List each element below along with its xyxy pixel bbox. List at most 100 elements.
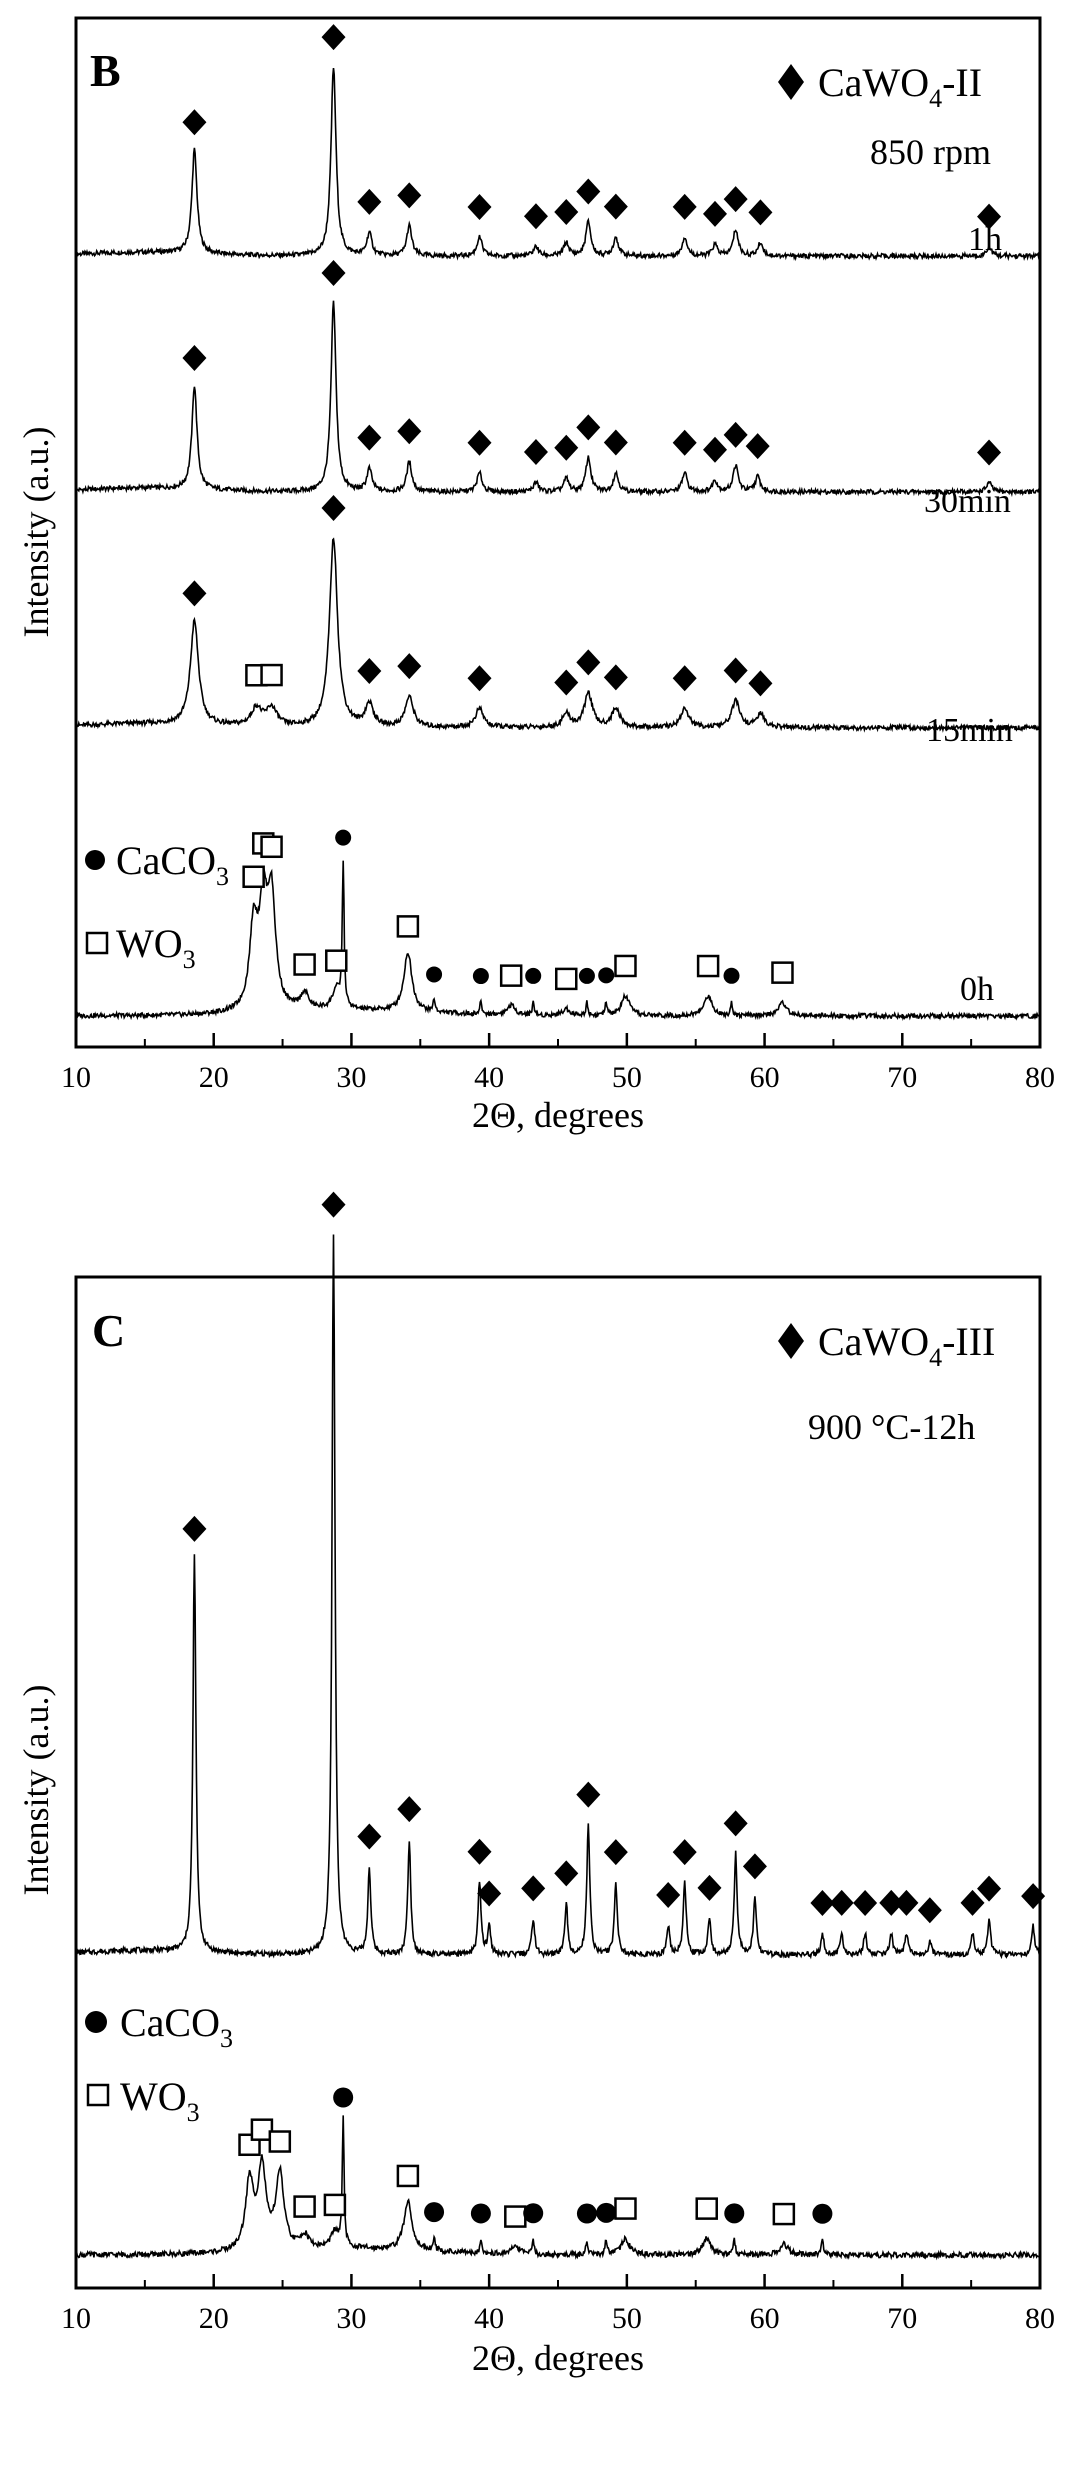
caco3-circle-marker (426, 966, 443, 983)
wo3-square-marker (396, 2164, 420, 2188)
x-tick-label: 60 (750, 1061, 780, 1094)
cawo4-diamond-marker (357, 424, 382, 451)
panel-letter: B (90, 45, 121, 96)
wo3-square-marker (499, 964, 523, 987)
cawo4-diamond-marker (357, 188, 382, 215)
wo3-square-marker (293, 2195, 316, 2218)
wo3-square-marker (396, 915, 420, 938)
tick-layer: 10 20 30 40 50 60 70 80 (61, 2274, 1055, 2335)
wo3-square-marker (771, 961, 794, 984)
cawo4-diamond-marker (672, 193, 697, 220)
cawo4-diamond-marker (697, 1874, 722, 1901)
x-tick-label: 50 (612, 1061, 642, 1094)
caco3-circle-marker (525, 967, 542, 984)
trace-label-15min: 15min (926, 712, 1013, 749)
legend-caco3-label: CaCO3 (116, 838, 229, 891)
wo3-square-marker (250, 2118, 274, 2141)
cawo4-diamond-marker (554, 434, 579, 461)
xrd-trace-CaWO4-III (75, 1234, 1041, 1960)
xrd-trace-0h (75, 2115, 1041, 2261)
wo3-square-marker (260, 835, 283, 859)
x-tick-label: 10 (61, 2302, 91, 2335)
cawo4-diamond-marker (576, 178, 601, 205)
cawo4-diamond-marker (748, 199, 773, 226)
legend-wo3-label: WO3 (120, 2074, 200, 2127)
cawo4-diamond-marker (894, 1889, 919, 1916)
cawo4-diamond-marker (672, 665, 697, 692)
x-tick-label: 10 (61, 1061, 91, 1094)
xrd-trace-0h (75, 860, 1041, 1022)
caco3-circle-marker (596, 2202, 617, 2223)
x-tick-label: 80 (1025, 1061, 1055, 1094)
cawo4-diamond-marker (745, 433, 770, 460)
wo3-square-marker (555, 967, 578, 991)
cawo4-diamond-marker (576, 1781, 601, 1808)
wo3-square-marker (242, 865, 265, 889)
y-axis-title: Intensity (a.u.) (16, 427, 56, 638)
x-tick-label: 40 (474, 1061, 504, 1094)
legend-circle-marker (85, 850, 105, 870)
cawo4-diamond-marker (603, 193, 628, 220)
cawo4-diamond-marker (321, 495, 346, 522)
caco3-circle-marker (470, 2203, 491, 2224)
legend-condition: 900 °C-12h (808, 1407, 975, 1447)
caco3-circle-marker (335, 829, 352, 846)
x-axis-title: 2Θ, degrees (472, 1095, 644, 1135)
cawo4-diamond-marker (576, 414, 601, 441)
caco3-circle-marker (333, 2087, 354, 2108)
cawo4-diamond-marker (182, 1515, 207, 1542)
cawo4-diamond-marker (182, 109, 207, 136)
caco3-circle-marker (424, 2202, 445, 2223)
legend-diamond-marker (778, 64, 804, 100)
cawo4-diamond-marker (742, 1853, 767, 1880)
cawo4-diamond-marker (960, 1889, 985, 1916)
wo3-square-marker (772, 2202, 796, 2226)
legend-diamond-marker (778, 1323, 804, 1359)
panel-b: 10 20 30 40 50 60 70 80 B CaWO4-II 850 rpm CaCO… (16, 16, 1055, 1135)
x-axis-title: 2Θ, degrees (472, 2338, 644, 2378)
legend-condition: 850 rpm (870, 132, 991, 172)
wo3-square-marker (323, 2193, 347, 2217)
legend-circle-marker (85, 2011, 107, 2033)
x-tick-label: 80 (1025, 2302, 1055, 2335)
cawo4-diamond-marker (467, 193, 492, 220)
marker-layer (182, 1191, 1046, 2228)
x-tick-label: 60 (750, 2302, 780, 2335)
caco3-circle-marker (576, 2203, 597, 2224)
cawo4-diamond-marker (182, 580, 207, 607)
series-layer (75, 68, 1041, 1022)
cawo4-diamond-marker (672, 1839, 697, 1866)
cawo4-diamond-marker (977, 439, 1002, 466)
marker-layer (182, 24, 1002, 991)
trace-label-30min: 30min (924, 483, 1011, 520)
panel-letter: C (92, 1305, 125, 1356)
x-tick-label: 70 (887, 2302, 917, 2335)
wo3-square-marker (614, 2197, 637, 2220)
caco3-circle-marker (578, 967, 595, 984)
caco3-circle-marker (472, 968, 489, 985)
caco3-circle-marker (523, 2203, 544, 2224)
reactant-legend: CaCO3 WO3 (85, 838, 229, 974)
cawo4-diamond-marker (810, 1889, 835, 1916)
xrd-trace-30min (75, 300, 1041, 498)
reactant-legend: CaCO3 WO3 (85, 2000, 233, 2127)
wo3-square-marker (695, 2197, 718, 2220)
wo3-square-marker (260, 663, 283, 687)
cawo4-diamond-marker (723, 1810, 748, 1837)
cawo4-diamond-marker (397, 418, 422, 445)
cawo4-diamond-marker (603, 429, 628, 456)
cawo4-diamond-marker (723, 421, 748, 448)
cawo4-diamond-marker (467, 1838, 492, 1865)
wo3-square-marker (293, 953, 316, 976)
cawo4-diamond-marker (603, 1839, 628, 1866)
legend-square-marker (85, 931, 109, 955)
phase-legend: CaWO4-II 850 rpm (778, 60, 991, 172)
cawo4-diamond-marker (523, 439, 548, 466)
cawo4-diamond-marker (977, 203, 1002, 230)
cawo4-diamond-marker (521, 1875, 546, 1902)
legend-phase-label: CaWO4-II (818, 60, 982, 113)
legend-phase-label: CaWO4-III (818, 1319, 995, 1372)
cawo4-diamond-marker (603, 664, 628, 691)
cawo4-diamond-marker (467, 665, 492, 692)
